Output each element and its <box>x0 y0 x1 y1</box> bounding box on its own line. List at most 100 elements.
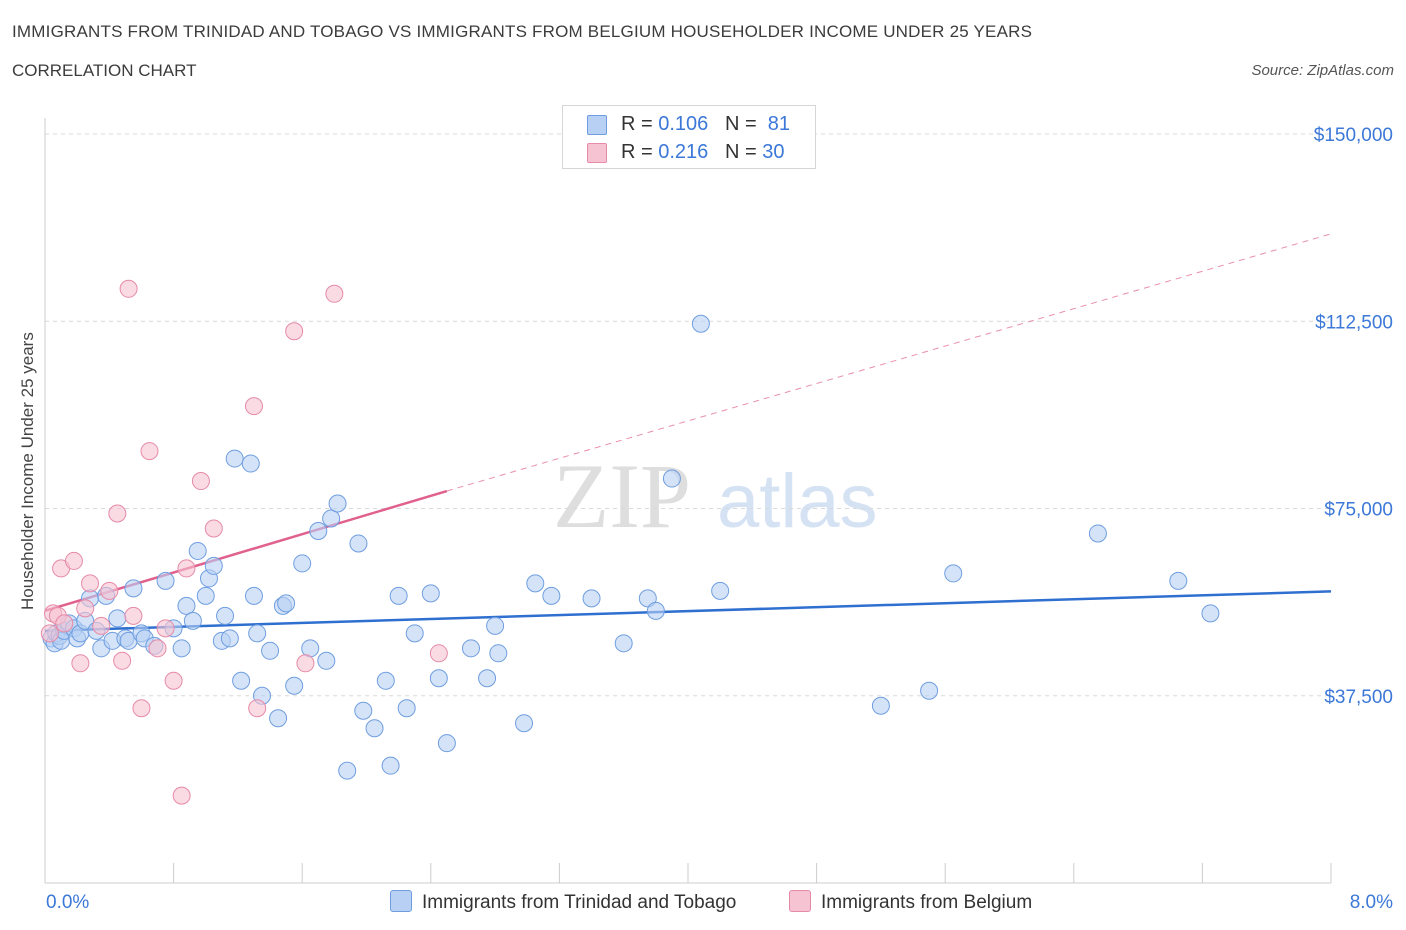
y-tick-label: $75,000 <box>1324 500 1393 521</box>
data-point-belgium <box>148 639 167 658</box>
data-point-trinidad <box>244 586 263 605</box>
data-point-trinidad <box>486 616 505 635</box>
data-point-trinidad <box>301 639 320 658</box>
data-point-trinidad <box>269 709 288 728</box>
chart-subtitle: CORRELATION CHART <box>12 61 197 80</box>
legend-r-value-belgium: 0.216 <box>658 141 709 163</box>
data-point-trinidad <box>376 671 395 690</box>
data-point-belgium <box>248 699 267 718</box>
data-point-belgium <box>325 284 344 303</box>
data-point-trinidad <box>328 494 347 513</box>
data-point-belgium <box>172 786 191 805</box>
bottom-legend-swatch-trinidad <box>390 890 412 912</box>
data-point-trinidad <box>349 534 368 553</box>
data-point-trinidad <box>216 606 235 625</box>
y-tick-label: $37,500 <box>1324 687 1393 708</box>
data-point-trinidad <box>920 681 939 700</box>
data-point-belgium <box>140 442 159 461</box>
data-point-belgium <box>76 599 95 618</box>
correlation-legend: R = 0.106 N = 81 R = 0.216 N = 30 <box>562 105 816 169</box>
data-point-trinidad <box>225 449 244 468</box>
data-point-trinidad <box>365 719 384 738</box>
data-point-trinidad <box>196 586 215 605</box>
data-point-trinidad <box>248 624 267 643</box>
x-tick-label: 8.0% <box>1350 892 1393 913</box>
data-point-trinidad <box>526 574 545 593</box>
y-tick-label: $112,500 <box>1315 312 1393 333</box>
data-point-belgium <box>177 559 196 578</box>
data-point-trinidad <box>614 634 633 653</box>
data-point-belgium <box>244 397 263 416</box>
data-point-trinidad <box>172 639 191 658</box>
data-point-trinidad <box>241 454 260 473</box>
chart-title: IMMIGRANTS FROM TRINIDAD AND TOBAGO VS I… <box>12 22 1033 41</box>
data-point-belgium <box>204 519 223 538</box>
trend-lines <box>44 233 1332 633</box>
watermark-zip: ZIP <box>553 445 691 547</box>
data-point-trinidad <box>691 314 710 333</box>
data-points <box>40 279 1220 805</box>
data-point-trinidad <box>646 601 665 620</box>
data-point-trinidad <box>183 611 202 630</box>
data-point-trinidad <box>461 639 480 658</box>
data-point-trinidad <box>108 609 127 628</box>
data-point-belgium <box>132 699 151 718</box>
tick-labels: $37,500 $75,000 $112,500 $150,000 0.0% 8.0% <box>46 125 1393 913</box>
data-point-belgium <box>156 619 175 638</box>
y-tick-label: $150,000 <box>1314 125 1393 146</box>
data-point-trinidad <box>317 651 336 670</box>
data-point-trinidad <box>1169 571 1188 590</box>
bottom-legend-trinidad: Immigrants from Trinidad and Tobago <box>390 890 736 914</box>
data-point-trinidad <box>542 586 561 605</box>
data-point-belgium <box>285 322 304 341</box>
data-point-trinidad <box>322 509 341 528</box>
legend-n-value-trinidad: 81 <box>767 113 791 135</box>
legend-swatch-trinidad <box>587 115 607 135</box>
legend-n-label: N = <box>724 141 757 163</box>
trend-line-trinidad <box>44 590 1332 633</box>
data-point-belgium <box>100 581 119 600</box>
bottom-legend-label-belgium: Immigrants from Belgium <box>821 892 1033 913</box>
data-point-trinidad <box>437 734 456 753</box>
data-point-belgium <box>55 614 74 633</box>
data-point-trinidad <box>277 594 296 613</box>
trend-line-extension-belgium <box>446 233 1332 492</box>
data-point-trinidad <box>381 756 400 775</box>
data-point-belgium <box>40 624 59 643</box>
data-point-belgium <box>296 654 315 673</box>
data-point-trinidad <box>204 556 223 575</box>
data-point-belgium <box>108 504 127 523</box>
data-point-trinidad <box>156 571 175 590</box>
bottom-legend-swatch-belgium <box>789 890 811 912</box>
data-point-trinidad <box>662 469 681 488</box>
data-point-trinidad <box>489 644 508 663</box>
data-point-trinidad <box>309 521 328 540</box>
data-point-trinidad <box>124 579 143 598</box>
data-point-belgium <box>164 671 183 690</box>
data-point-trinidad <box>405 624 424 643</box>
y-axis-label: Householder Income Under 25 years <box>18 332 37 610</box>
source-label: Source: ZipAtlas.com <box>1251 62 1394 79</box>
legend-r-label: R = <box>621 113 653 135</box>
data-point-trinidad <box>944 564 963 583</box>
data-point-trinidad <box>177 596 196 615</box>
data-point-trinidad <box>338 761 357 780</box>
data-point-belgium <box>81 574 100 593</box>
data-point-belgium <box>92 616 111 635</box>
x-tick-label: 0.0% <box>46 892 89 913</box>
data-point-trinidad <box>871 696 890 715</box>
data-point-trinidad <box>1201 604 1220 623</box>
legend-r-label: R = <box>621 141 653 163</box>
bottom-legend-label-trinidad: Immigrants from Trinidad and Tobago <box>422 892 737 913</box>
watermark-atlas: atlas <box>717 459 878 544</box>
data-point-trinidad <box>285 676 304 695</box>
data-point-belgium <box>113 651 132 670</box>
legend-n-value-belgium: 30 <box>762 141 785 163</box>
legend-r-value-trinidad: 0.106 <box>658 113 709 135</box>
data-point-belgium <box>119 279 138 298</box>
data-point-trinidad <box>397 699 416 718</box>
data-point-trinidad <box>478 669 497 688</box>
data-point-trinidad <box>354 701 373 720</box>
axes <box>44 118 1332 884</box>
